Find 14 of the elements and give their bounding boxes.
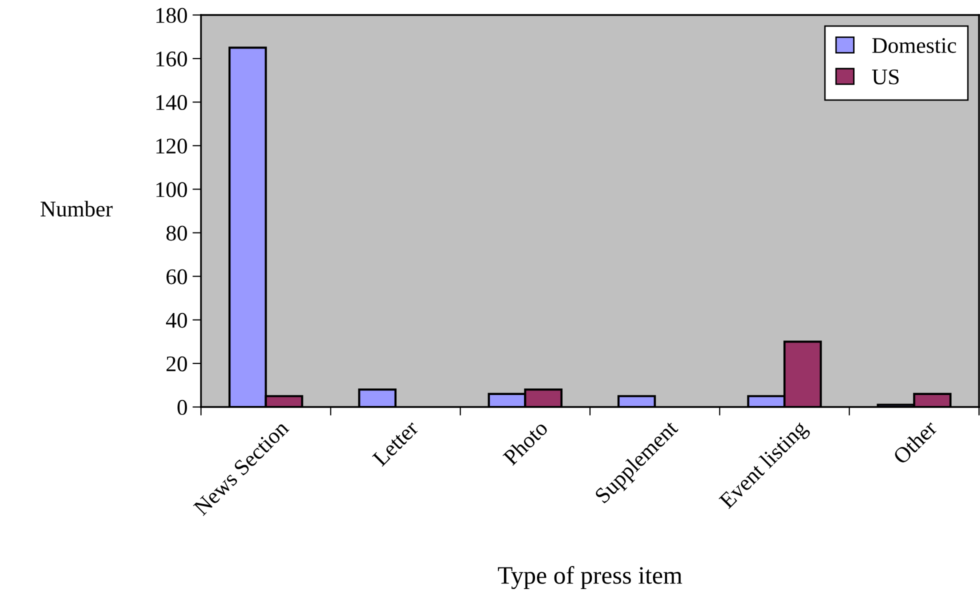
- y-tick-label: 0: [178, 400, 187, 415]
- y-tick-label: 40: [166, 312, 187, 328]
- y-tick-label: 140: [156, 95, 187, 110]
- y-tick-label: 60: [166, 269, 187, 284]
- y-tick-label: 80: [166, 226, 187, 241]
- y-tick-label: 160: [156, 51, 187, 66]
- y-axis-title: Number: [40, 200, 113, 217]
- y-tick-label: 20: [166, 356, 187, 372]
- legend-label: US: [872, 69, 899, 84]
- y-tick-label: 100: [156, 182, 187, 198]
- x-axis-title: Type of press item: [498, 566, 682, 590]
- legend-label: Domestic: [872, 38, 956, 53]
- y-tick-label: 120: [156, 138, 187, 154]
- y-tick-label: 180: [156, 8, 187, 23]
